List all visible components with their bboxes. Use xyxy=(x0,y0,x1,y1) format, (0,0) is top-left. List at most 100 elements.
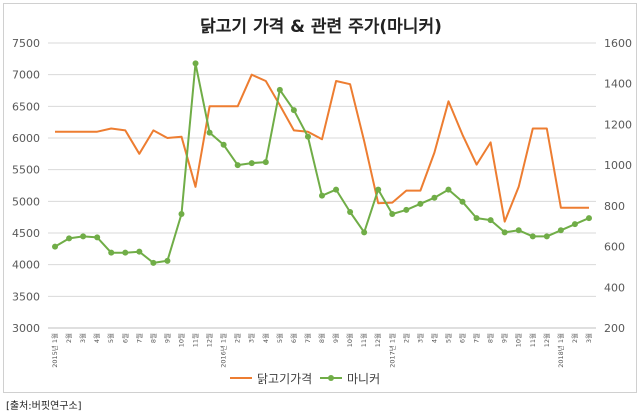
manicker-point xyxy=(248,160,255,167)
y-right-tick-label: 200 xyxy=(604,322,625,335)
y-right-tick-label: 1000 xyxy=(604,159,632,172)
y-right-tick-label: 400 xyxy=(604,281,625,294)
legend-label-chicken-price: 닭고기가격 xyxy=(257,372,312,386)
manicker-point xyxy=(585,215,592,222)
legend-marker-manicker xyxy=(328,375,334,381)
manicker-point xyxy=(290,107,297,114)
x-tick-label: 3월 xyxy=(584,333,593,343)
y-left-tick-label: 3500 xyxy=(12,290,40,303)
y-left-tick-label: 4000 xyxy=(12,259,40,272)
manicker-point xyxy=(501,229,508,236)
manicker-point xyxy=(529,233,536,240)
x-tick-label: 2월 xyxy=(570,333,579,343)
y-right-tick-label: 1400 xyxy=(604,78,632,91)
y-left-tick-label: 7000 xyxy=(12,69,40,82)
manicker-point xyxy=(108,249,115,256)
manicker-point xyxy=(417,200,424,207)
x-tick-label: 3월 xyxy=(247,333,256,343)
x-tick-label: 7월 xyxy=(134,333,143,343)
y-left-tick-label: 3000 xyxy=(12,322,40,335)
chart-title: 닭고기 가격 & 관련 주가(마니커) xyxy=(200,17,442,37)
manicker-point xyxy=(178,211,185,217)
x-tick-label: 2016년 1월 xyxy=(219,333,228,368)
x-tick-label: 3월 xyxy=(78,333,87,343)
legend-label-manicker: 마니커 xyxy=(347,372,380,386)
x-tick-label: 2월 xyxy=(233,333,242,343)
y-right-tick-label: 1200 xyxy=(604,118,632,131)
manicker-point xyxy=(164,257,171,264)
x-tick-label: 12월 xyxy=(373,333,382,347)
manicker-point xyxy=(80,233,87,240)
manicker-point xyxy=(515,227,522,234)
manicker-point xyxy=(192,60,199,67)
manicker-point xyxy=(557,227,564,234)
source-note: [출처:버핏연구소] xyxy=(6,401,82,412)
manicker-point xyxy=(389,211,396,217)
x-tick-label: 2015년 1월 xyxy=(50,333,59,368)
x-tick-label: 10월 xyxy=(176,333,185,347)
manicker-point xyxy=(319,192,325,199)
x-tick-label: 12월 xyxy=(205,333,214,347)
manicker-point xyxy=(543,233,550,240)
manicker-point xyxy=(122,249,129,256)
manicker-point xyxy=(375,186,382,193)
manicker-point xyxy=(487,217,494,224)
x-tick-label: 6월 xyxy=(120,333,129,343)
y-left-tick-label: 6000 xyxy=(12,132,40,145)
manicker-point xyxy=(333,186,340,193)
y-right-tick-label: 1600 xyxy=(604,37,632,50)
x-tick-label: 7월 xyxy=(472,333,481,343)
x-tick-label: 6월 xyxy=(458,333,467,343)
manicker-point xyxy=(473,215,480,222)
y-left-tick-label: 5000 xyxy=(12,195,40,208)
manicker-point xyxy=(276,86,283,93)
x-tick-label: 4월 xyxy=(429,333,438,343)
x-tick-label: 8월 xyxy=(317,333,326,343)
manicker-point xyxy=(347,208,354,215)
x-tick-label: 4월 xyxy=(92,333,101,343)
manicker-point xyxy=(571,221,578,228)
manicker-point xyxy=(206,129,213,136)
x-tick-label: 10월 xyxy=(514,333,523,347)
manicker-point xyxy=(431,194,438,201)
x-tick-label: 10월 xyxy=(345,333,354,347)
x-tick-label: 11월 xyxy=(528,333,537,347)
x-tick-label: 5월 xyxy=(443,333,452,343)
x-tick-label: 11월 xyxy=(191,333,200,347)
x-tick-label: 7월 xyxy=(303,333,312,343)
x-tick-label: 2월 xyxy=(64,333,73,343)
manicker-point xyxy=(136,248,143,255)
manicker-point xyxy=(220,141,227,148)
x-tick-label: 9월 xyxy=(500,333,509,343)
manicker-point xyxy=(94,234,101,241)
chicken-price-line xyxy=(55,73,589,223)
x-tick-label: 9월 xyxy=(331,333,340,343)
y-left-tick-label: 5500 xyxy=(12,164,40,177)
manicker-point xyxy=(66,235,73,242)
manicker-point xyxy=(403,206,410,213)
x-tick-label: 11월 xyxy=(359,333,368,347)
chart: 닭고기 가격 & 관련 주가(마니커) 3000 3500 4000 4500 5000… xyxy=(12,17,632,386)
x-tick-label: 2월 xyxy=(401,333,410,343)
y-left-tick-label: 4500 xyxy=(12,227,40,240)
x-tick-label: 8월 xyxy=(486,333,495,343)
x-tick-label: 12월 xyxy=(542,333,551,347)
x-tick-label: 5월 xyxy=(106,333,115,343)
x-tick-label: 5월 xyxy=(275,333,284,343)
manicker-point xyxy=(361,229,368,236)
y-left-tick-label: 7500 xyxy=(12,37,40,50)
x-tick-label: 3월 xyxy=(415,333,424,343)
x-tick-label: 2017년 1월 xyxy=(387,333,396,368)
x-tick-label: 2018년 1월 xyxy=(556,333,565,368)
manicker-point xyxy=(459,198,466,205)
x-tick-label: 9월 xyxy=(162,333,171,343)
x-tick-label: 8월 xyxy=(148,333,157,343)
manicker-point xyxy=(304,133,311,140)
y-right-tick-label: 800 xyxy=(604,200,625,213)
manicker-point xyxy=(150,259,157,266)
manicker-point xyxy=(52,243,59,250)
y-right-tick-label: 600 xyxy=(604,241,625,254)
manicker-point xyxy=(262,159,269,166)
manicker-point xyxy=(445,186,452,193)
x-tick-label: 4월 xyxy=(261,333,270,343)
